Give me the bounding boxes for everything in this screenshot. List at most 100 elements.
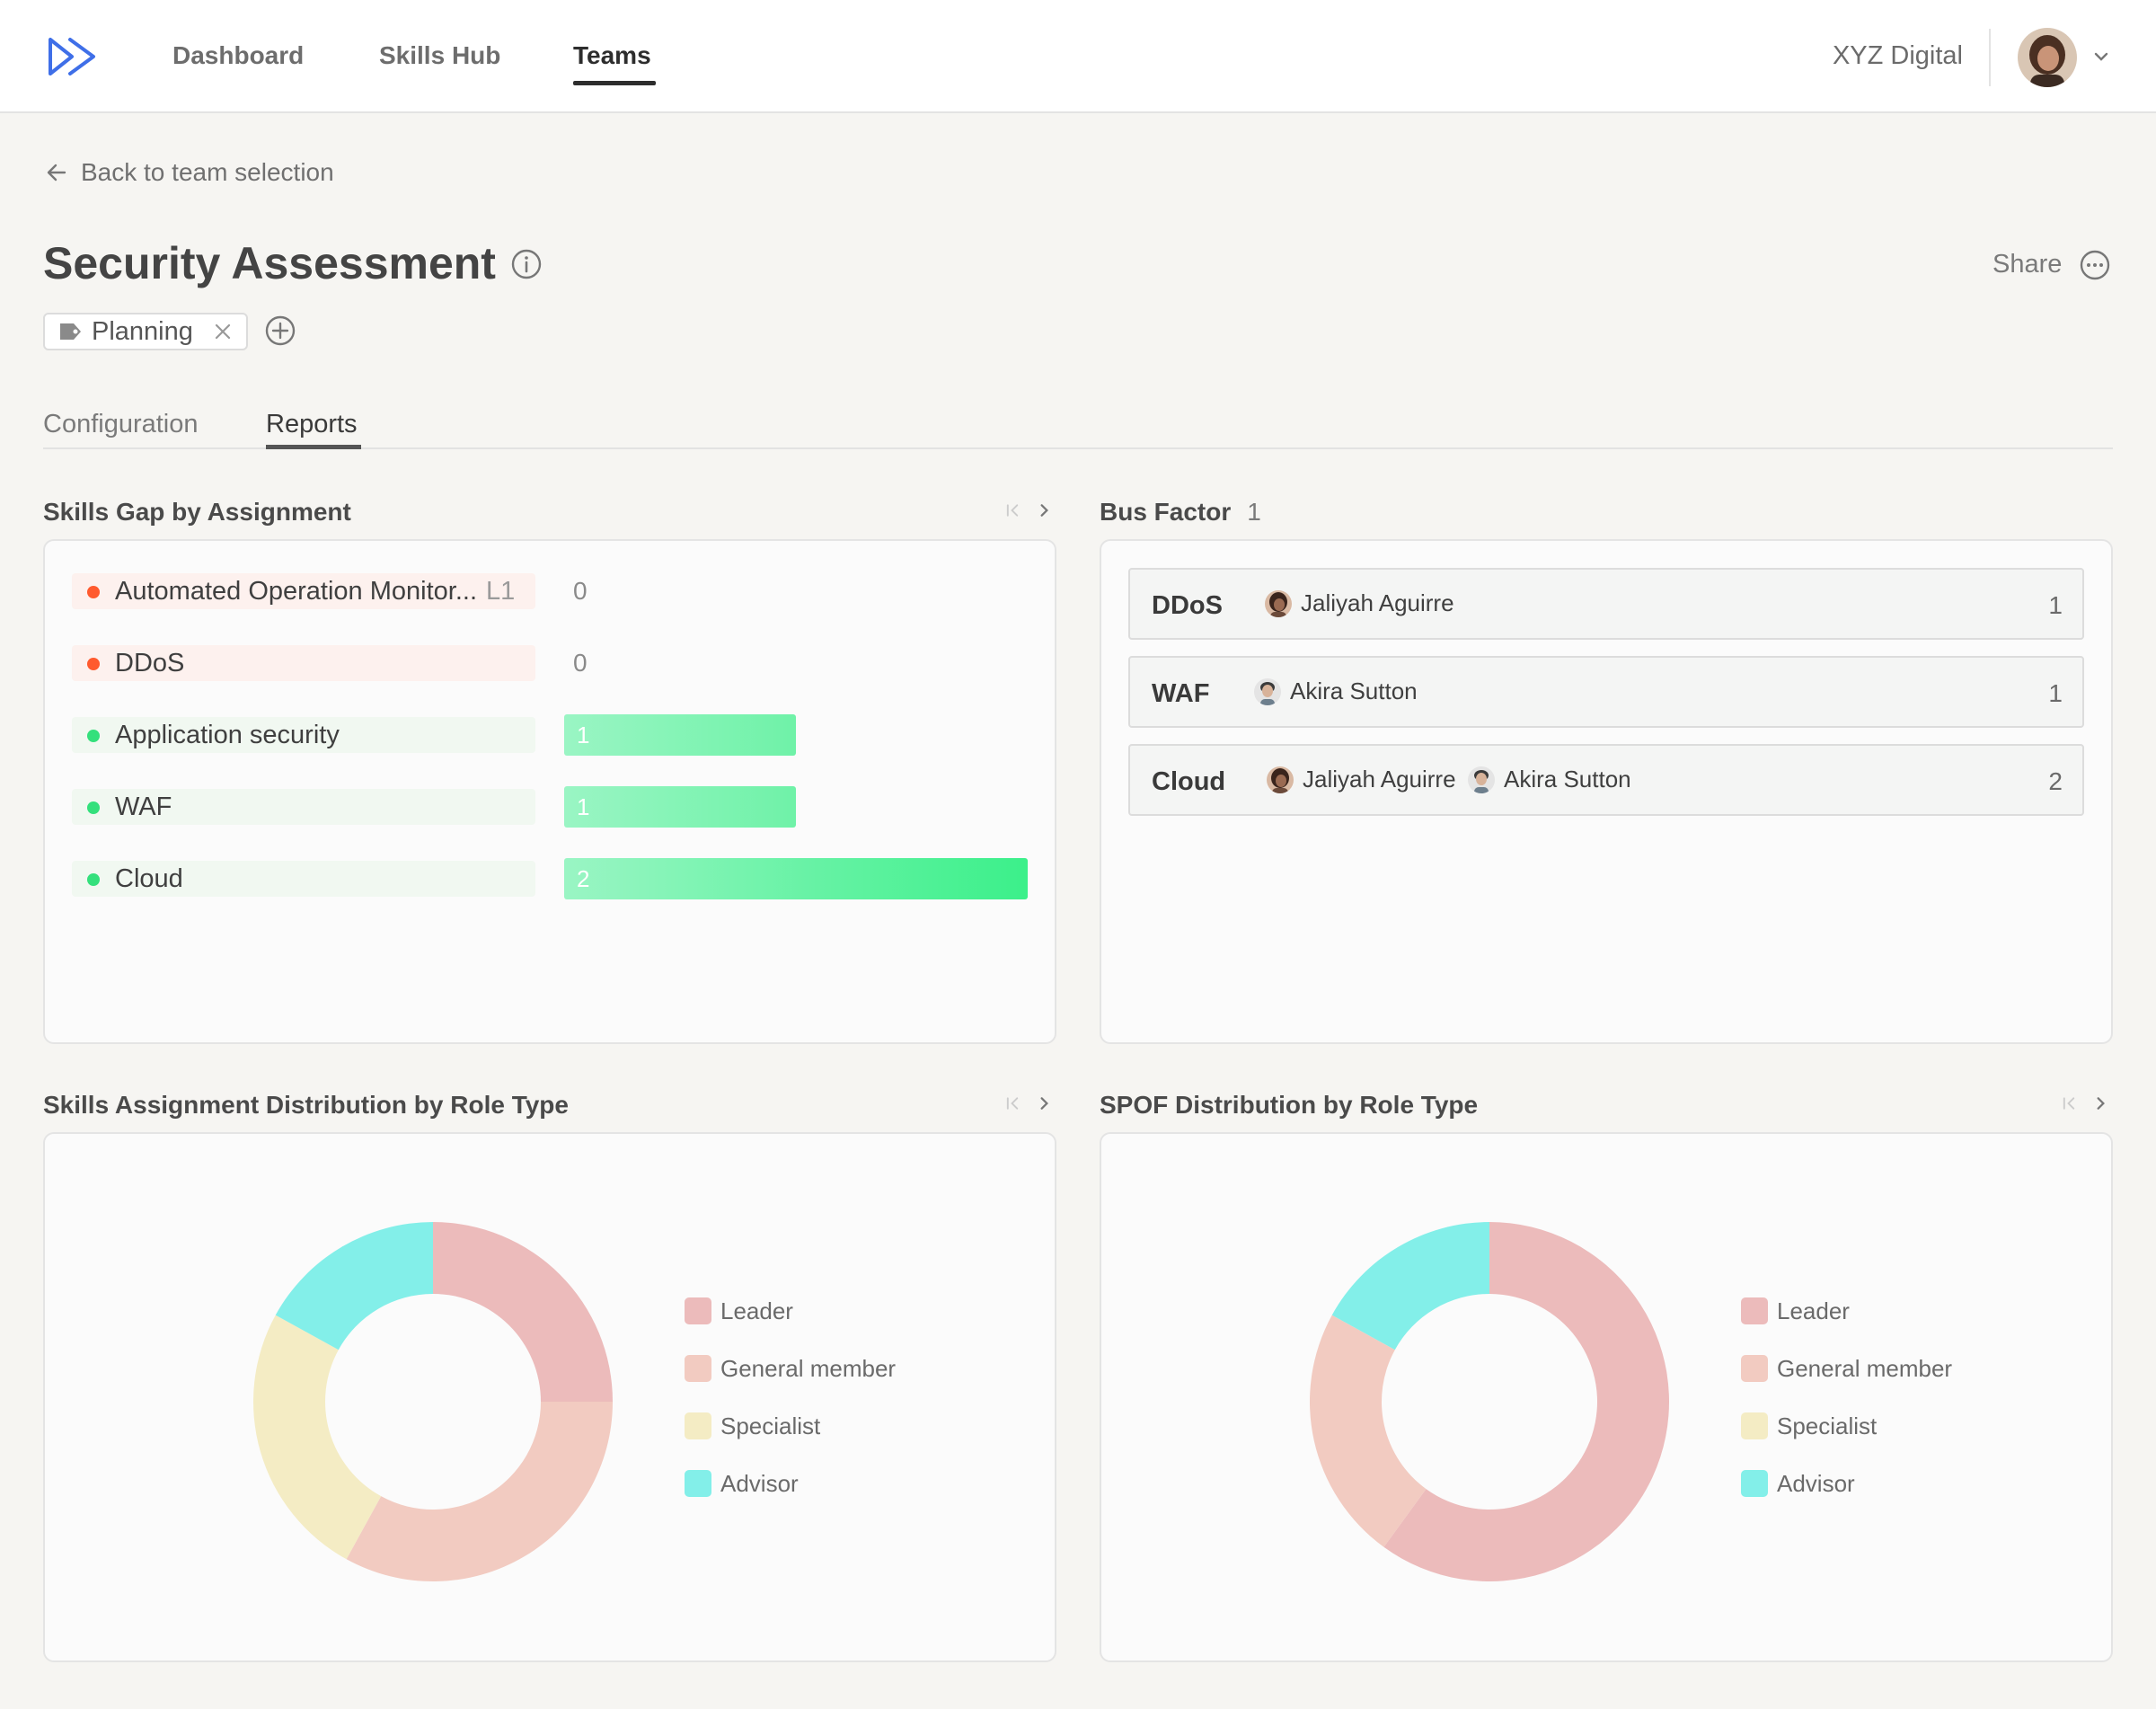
legend-label: General member xyxy=(720,1354,897,1382)
skills-gap-bar[interactable]: 1 xyxy=(564,714,796,756)
bus-factor-title: Bus Factor 1 xyxy=(1100,498,1261,527)
skills-gap-pager xyxy=(1004,500,1053,521)
back-to-team-selection-link[interactable]: Back to team selection xyxy=(45,158,334,187)
page-title: Security Assessment xyxy=(43,238,496,288)
logo-icon[interactable] xyxy=(47,34,101,79)
first-page-icon[interactable] xyxy=(1004,1094,1021,1112)
avatar xyxy=(1468,766,1495,793)
bus-factor-skill: DDoS xyxy=(1152,591,1223,620)
organization-name[interactable]: XYZ Digital xyxy=(1832,41,1963,70)
user-avatar[interactable] xyxy=(2018,28,2077,87)
spof-role-distribution-title: SPOF Distribution by Role Type xyxy=(1100,1091,1479,1119)
legend-item[interactable]: General member xyxy=(1741,1355,1952,1382)
donut-slice-advisor[interactable] xyxy=(1331,1222,1489,1350)
legend-item[interactable]: Leader xyxy=(685,1297,896,1324)
person-chip[interactable]: Jaliyah Aguirre xyxy=(1265,589,1454,617)
skills-gap-row-label[interactable]: WAF xyxy=(72,789,535,825)
skills-gap-row-label[interactable]: Application security xyxy=(72,717,535,753)
legend-item[interactable]: Specialist xyxy=(685,1412,896,1439)
skills-gap-bar[interactable]: 2 xyxy=(564,858,1028,899)
bus-factor-skill: WAF xyxy=(1152,679,1210,708)
avatar xyxy=(1265,589,1292,617)
skills-gap-row-label[interactable]: Automated Operation Monitor... L1 xyxy=(72,573,535,609)
remove-tag-icon[interactable] xyxy=(214,323,232,341)
nav-skills-hub[interactable]: Skills Hub xyxy=(379,41,501,69)
skills-role-distribution-card: Leader General member Specialist Advisor xyxy=(43,1132,1056,1662)
legend-item[interactable]: Advisor xyxy=(685,1470,896,1497)
tag-label: Planning xyxy=(92,316,193,346)
tab-configuration[interactable]: Configuration xyxy=(43,410,199,438)
status-dot xyxy=(87,658,100,670)
legend-swatch xyxy=(1741,1297,1768,1324)
bus-factor-count: 1 xyxy=(2048,591,2063,619)
more-options-icon[interactable] xyxy=(2079,249,2111,281)
first-page-icon[interactable] xyxy=(2061,1094,2078,1112)
legend-item[interactable]: Advisor xyxy=(1741,1470,1952,1497)
skills-role-legend: Leader General member Specialist Advisor xyxy=(685,1297,896,1497)
bus-factor-value: 1 xyxy=(1247,498,1261,526)
skills-gap-row-label[interactable]: DDoS xyxy=(72,645,535,681)
next-page-icon[interactable] xyxy=(1036,501,1053,519)
skills-gap-value: 0 xyxy=(573,577,588,605)
status-dot xyxy=(87,730,100,742)
status-dot xyxy=(87,873,100,886)
avatar xyxy=(1254,677,1281,705)
skill-level: L1 xyxy=(486,576,516,606)
skill-name: Cloud xyxy=(115,863,183,893)
legend-label: Leader xyxy=(1777,1297,1850,1324)
first-page-icon[interactable] xyxy=(1004,501,1021,519)
tabs-divider xyxy=(43,447,2113,449)
skill-name: WAF xyxy=(115,792,172,821)
bus-factor-skill: Cloud xyxy=(1152,767,1226,796)
back-link-label: Back to team selection xyxy=(81,158,334,186)
next-page-icon[interactable] xyxy=(1036,1094,1053,1112)
legend-item[interactable]: General member xyxy=(685,1355,896,1382)
next-page-icon[interactable] xyxy=(2092,1094,2109,1112)
nav-dashboard[interactable]: Dashboard xyxy=(172,41,305,69)
tag-chip: Planning xyxy=(43,313,248,350)
donut-slice-specialist[interactable] xyxy=(253,1315,382,1560)
avatar xyxy=(1267,766,1294,793)
bus-factor-count: 2 xyxy=(2048,767,2063,795)
donut-slice-general-member[interactable] xyxy=(1310,1315,1427,1547)
donut-slice-leader[interactable] xyxy=(433,1222,613,1402)
chevron-down-icon[interactable] xyxy=(2091,47,2111,66)
legend-label: Advisor xyxy=(720,1469,799,1497)
skills-gap-value: 0 xyxy=(573,649,588,677)
spof-role-distribution-card: Leader General member Specialist Advisor xyxy=(1100,1132,2113,1662)
header-divider xyxy=(1989,29,1991,86)
legend-swatch xyxy=(1741,1412,1768,1439)
skills-gap-bar[interactable]: 1 xyxy=(564,786,796,828)
spof-role-legend: Leader General member Specialist Advisor xyxy=(1741,1297,1952,1497)
person-chip[interactable]: Akira Sutton xyxy=(1254,677,1418,705)
person-name: Akira Sutton xyxy=(1290,677,1418,704)
person-chip[interactable]: Akira Sutton xyxy=(1468,766,1631,793)
legend-label: Advisor xyxy=(1777,1469,1855,1497)
tab-active-indicator xyxy=(266,445,361,449)
tab-reports[interactable]: Reports xyxy=(266,410,358,438)
skills-gap-title: Skills Gap by Assignment xyxy=(43,498,351,526)
legend-item[interactable]: Leader xyxy=(1741,1297,1952,1324)
skills-gap-row-label[interactable]: Cloud xyxy=(72,861,535,897)
spof-role-donut-chart xyxy=(1310,1222,1669,1581)
legend-swatch xyxy=(1741,1470,1768,1497)
legend-swatch xyxy=(685,1297,711,1324)
donut-slice-leader[interactable] xyxy=(1383,1222,1669,1581)
add-tag-icon[interactable] xyxy=(264,314,296,347)
donut-slice-advisor[interactable] xyxy=(275,1222,433,1350)
share-button[interactable]: Share xyxy=(1993,250,2063,279)
person-chip[interactable]: Jaliyah Aguirre xyxy=(1267,766,1456,793)
skills-gap-card: Automated Operation Monitor... L1 0 DDoS 0 Ap… xyxy=(43,539,1056,1044)
bus-factor-row[interactable]: Cloud Jaliyah Aguirre Akira Sutton 2 xyxy=(1128,744,2084,816)
legend-item[interactable]: Specialist xyxy=(1741,1412,1952,1439)
bus-factor-row[interactable]: DDoS Jaliyah Aguirre 1 xyxy=(1128,568,2084,640)
legend-label: Specialist xyxy=(720,1412,821,1439)
bus-factor-row[interactable]: WAF Akira Sutton 1 xyxy=(1128,656,2084,728)
tag-icon xyxy=(60,323,81,340)
info-icon[interactable] xyxy=(510,248,543,280)
donut-slice-general-member[interactable] xyxy=(346,1402,613,1581)
bus-factor-label: Bus Factor xyxy=(1100,498,1232,526)
nav-teams[interactable]: Teams xyxy=(573,41,651,69)
skill-name: DDoS xyxy=(115,648,185,677)
spof-role-pager xyxy=(2061,1093,2109,1114)
